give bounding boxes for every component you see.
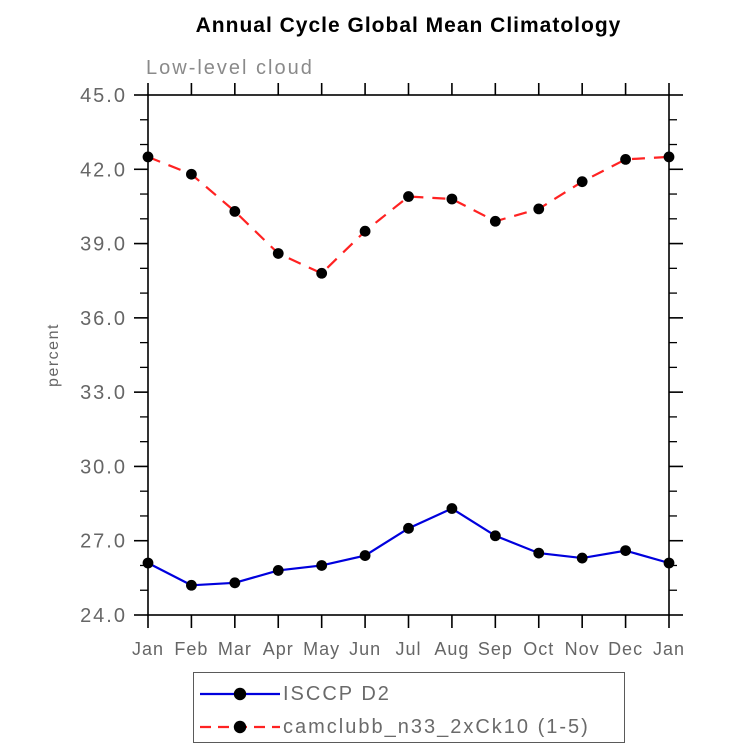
data-point-marker	[576, 176, 588, 188]
data-point-marker	[316, 267, 328, 279]
data-point-marker	[186, 579, 197, 591]
data-point-marker	[663, 557, 675, 569]
data-point-marker	[316, 560, 328, 571]
data-point-marker	[229, 577, 241, 589]
legend-item-camclubb: camclubb_n33_2xCk10 (1-5)	[198, 715, 590, 738]
data-point-marker	[620, 153, 631, 165]
data-point-marker	[576, 552, 588, 564]
legend-label: ISCCP D2	[283, 682, 391, 705]
x-axis-label: Jan	[132, 639, 164, 659]
y-axis-label: 24.0	[80, 605, 127, 627]
x-axis-label: May	[303, 639, 340, 659]
data-point-marker	[272, 565, 284, 576]
legend-line-sample-blue	[200, 687, 280, 701]
data-point-marker	[663, 151, 675, 163]
y-axis-label: 42.0	[80, 159, 127, 181]
plot-frame	[147, 94, 670, 616]
data-point-marker	[403, 522, 414, 534]
series-line-0	[147, 507, 670, 587]
chart-subtitle: Low-level cloud	[146, 57, 314, 79]
x-axis-label: Nov	[565, 639, 600, 659]
x-axis-label: Sep	[478, 639, 513, 659]
legend-marker-dot	[233, 687, 247, 701]
data-point-marker	[229, 205, 241, 217]
data-point-marker	[489, 530, 501, 542]
x-axis-label: Dec	[608, 639, 643, 659]
data-point-marker	[403, 191, 414, 202]
data-point-marker	[533, 203, 545, 215]
x-axis-label: Aug	[434, 639, 469, 659]
legend: ISCCP D2 camclubb_n33_2xCk10 (1-5)	[193, 672, 625, 743]
data-point-marker	[272, 248, 284, 259]
data-point-marker	[186, 168, 197, 180]
data-point-marker	[359, 225, 371, 237]
x-axis-label: Oct	[523, 639, 554, 659]
y-axis-label: 45.0	[80, 85, 127, 107]
x-axis-label: Jan	[653, 639, 685, 659]
x-axis-label: Jul	[395, 639, 421, 659]
legend-marker-dot	[233, 720, 247, 734]
x-axis-label: Mar	[218, 639, 252, 659]
y-axis-label: 36.0	[80, 308, 127, 330]
legend-label: camclubb_n33_2xCk10 (1-5)	[283, 715, 590, 738]
data-point-marker	[446, 193, 458, 205]
data-point-marker	[142, 151, 154, 163]
data-point-marker	[446, 503, 458, 514]
y-axis-label: 27.0	[80, 531, 127, 553]
data-point-marker	[359, 550, 371, 561]
data-point-marker	[142, 557, 154, 569]
legend-line-sample-red	[200, 720, 280, 734]
y-axis-title: percent	[45, 323, 62, 387]
series-line-1	[147, 155, 670, 275]
y-axis-label: 30.0	[80, 456, 127, 478]
data-point-marker	[533, 547, 545, 559]
data-point-marker	[489, 215, 501, 227]
x-axis-label: Feb	[174, 639, 208, 659]
y-axis-label: 39.0	[80, 234, 127, 256]
x-axis-label: Apr	[263, 639, 294, 659]
chart-title: Annual Cycle Global Mean Climatology	[195, 14, 622, 37]
data-point-marker	[620, 545, 631, 557]
x-axis-label: Jun	[349, 639, 381, 659]
y-axis-label: 33.0	[80, 382, 127, 404]
legend-item-isccp: ISCCP D2	[198, 682, 391, 705]
